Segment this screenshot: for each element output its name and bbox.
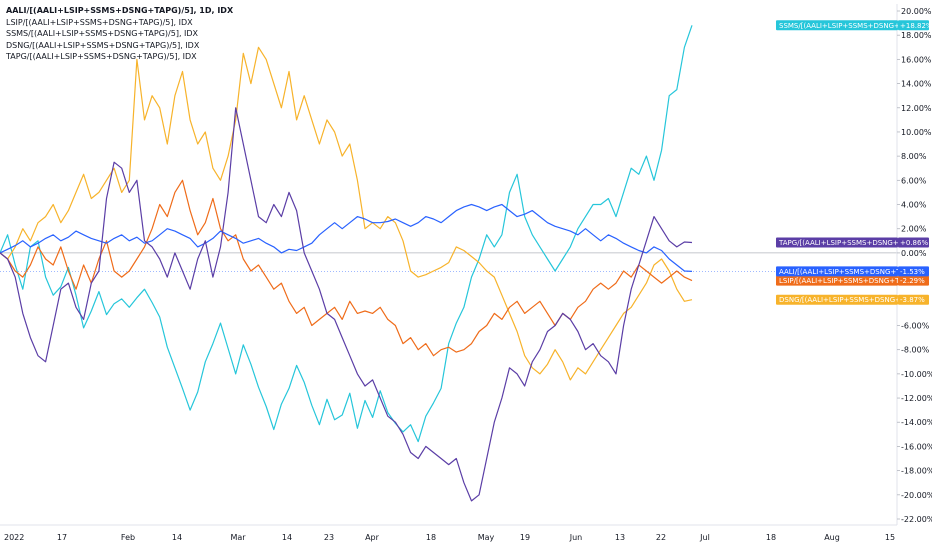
tag-value: +18.82% (900, 22, 932, 30)
tag-value: -1.53% (900, 268, 925, 276)
tag-value: -3.87% (900, 296, 925, 304)
y-tick-label: 0.00% (901, 249, 927, 258)
series-line-tapg (0, 107, 693, 502)
tag-value-box (898, 275, 929, 286)
last-value-tag-dsng: DSNG/[(AALI+LSIP+SSMS+DSNG+TAPG)/5]-3.87… (776, 294, 932, 305)
y-tick-label: -8.00% (901, 346, 930, 355)
series-line-aali (0, 203, 693, 272)
series-line-dsng (0, 46, 693, 381)
y-tick-label: 14.00% (901, 80, 932, 89)
y-tick-label: 8.00% (901, 152, 927, 161)
tag-series-name: TAPG/[(AALI+LSIP+SSMS+DSNG+TAPG)/5] (778, 239, 929, 247)
y-tick-label: -22.00% (901, 515, 932, 524)
x-tick-label: 14 (172, 533, 182, 542)
tag-value-box (898, 237, 929, 248)
y-tick-label: -6.00% (901, 321, 930, 330)
legend-entry-lsip: LSIP/[(AALI+LSIP+SSMS+DSNG+TAPG)/5], IDX (6, 17, 193, 27)
x-tick-label: Mar (230, 533, 246, 542)
tag-value: +0.86% (900, 239, 928, 247)
y-tick-label: 16.00% (901, 55, 932, 64)
tag-name-box (776, 20, 898, 31)
y-tick-label: 10.00% (901, 128, 932, 137)
x-tick-label: Apr (365, 533, 380, 542)
tag-name-box (776, 266, 898, 277)
plot-lines (0, 25, 897, 502)
x-tick-label: 23 (324, 533, 334, 542)
last-value-tag-tapg: TAPG/[(AALI+LSIP+SSMS+DSNG+TAPG)/5]+0.86… (776, 237, 929, 248)
tag-value-box (898, 20, 929, 31)
x-tick-label: Jul (699, 533, 710, 542)
x-tick-label: 19 (520, 533, 530, 542)
chart-legend: AALI/[(AALI+LSIP+SSMS+DSNG+TAPG)/5], 1D,… (6, 5, 233, 63)
y-tick-label: -20.00% (901, 491, 932, 500)
y-tick-label: 2.00% (901, 225, 927, 234)
x-tick-label: May (478, 533, 495, 542)
legend-entry-tapg: TAPG/[(AALI+LSIP+SSMS+DSNG+TAPG)/5], IDX (6, 52, 197, 61)
tag-value: -2.29% (900, 277, 925, 285)
series-line-ssms (0, 25, 693, 443)
tag-series-name: LSIP/[(AALI+LSIP+SSMS+DSNG+TAPG)/5] (779, 277, 926, 285)
y-tick-label: 4.00% (901, 201, 927, 210)
x-tick-label: 17 (57, 533, 67, 542)
last-value-tag-ssms: SSMS/[(AALI+LSIP+SSMS+DSNG+TAPG)/5]+18.8… (776, 20, 932, 31)
x-tick-label: 15 (885, 533, 895, 542)
last-value-tag-aali: AALI/[(AALI+LSIP+SSMS+DSNG+TAPG)/5]-1.53… (776, 266, 929, 277)
tag-name-box (776, 237, 898, 248)
series-line-lsip (0, 179, 693, 357)
y-tick-label: -12.00% (901, 394, 932, 403)
last-value-tags: SSMS/[(AALI+LSIP+SSMS+DSNG+TAPG)/5]+18.8… (776, 20, 932, 305)
tag-series-name: AALI/[(AALI+LSIP+SSMS+DSNG+TAPG)/5] (779, 268, 927, 276)
tag-name-box (776, 275, 898, 286)
y-tick-label: -14.00% (901, 418, 932, 427)
legend-entry-ssms: SSMS/[(AALI+LSIP+SSMS+DSNG+TAPG)/5], IDX (6, 29, 199, 38)
y-tick-label: 18.00% (901, 31, 932, 40)
x-tick-label: 22 (656, 533, 666, 542)
tag-value-box (898, 294, 929, 305)
y-tick-label: -16.00% (901, 442, 932, 451)
y-tick-label: 20.00% (901, 7, 932, 16)
legend-entry-dsng: DSNG/[(AALI+LSIP+SSMS+DSNG+TAPG)/5], IDX (6, 40, 200, 50)
y-tick-label: 12.00% (901, 104, 932, 113)
y-tick-label: -10.00% (901, 370, 932, 379)
tag-value-box (898, 266, 929, 277)
y-axis: 20.00% 18.00% 16.00% 14.00% 12.00% 10.00% 8.00… (896, 4, 932, 525)
x-tick-label: Aug (824, 533, 840, 542)
last-value-tag-lsip: LSIP/[(AALI+LSIP+SSMS+DSNG+TAPG)/5]-2.29… (776, 275, 929, 286)
tag-name-box (776, 294, 898, 305)
tag-series-name: SSMS/[(AALI+LSIP+SSMS+DSNG+TAPG)/5] (779, 22, 931, 30)
x-tick-label: Jun (569, 533, 583, 542)
y-tick-label: 6.00% (901, 176, 927, 185)
x-tick-label: 14 (282, 533, 292, 542)
x-axis: 2022 17 Feb 14 Mar 14 23 Apr 18 May 19 Jun 13 22 Jul 18… (0, 524, 897, 542)
x-tick-label: 18 (426, 533, 436, 542)
x-tick-label: Feb (121, 533, 135, 542)
legend-entry-aali: AALI/[(AALI+LSIP+SSMS+DSNG+TAPG)/5], 1D,… (6, 6, 234, 15)
x-tick-label: 2022 (4, 533, 24, 542)
x-tick-label: 18 (766, 533, 776, 542)
y-tick-label: -18.00% (901, 467, 932, 476)
x-tick-label: 13 (615, 533, 625, 542)
tag-series-name: DSNG/[(AALI+LSIP+SSMS+DSNG+TAPG)/5] (779, 296, 932, 304)
